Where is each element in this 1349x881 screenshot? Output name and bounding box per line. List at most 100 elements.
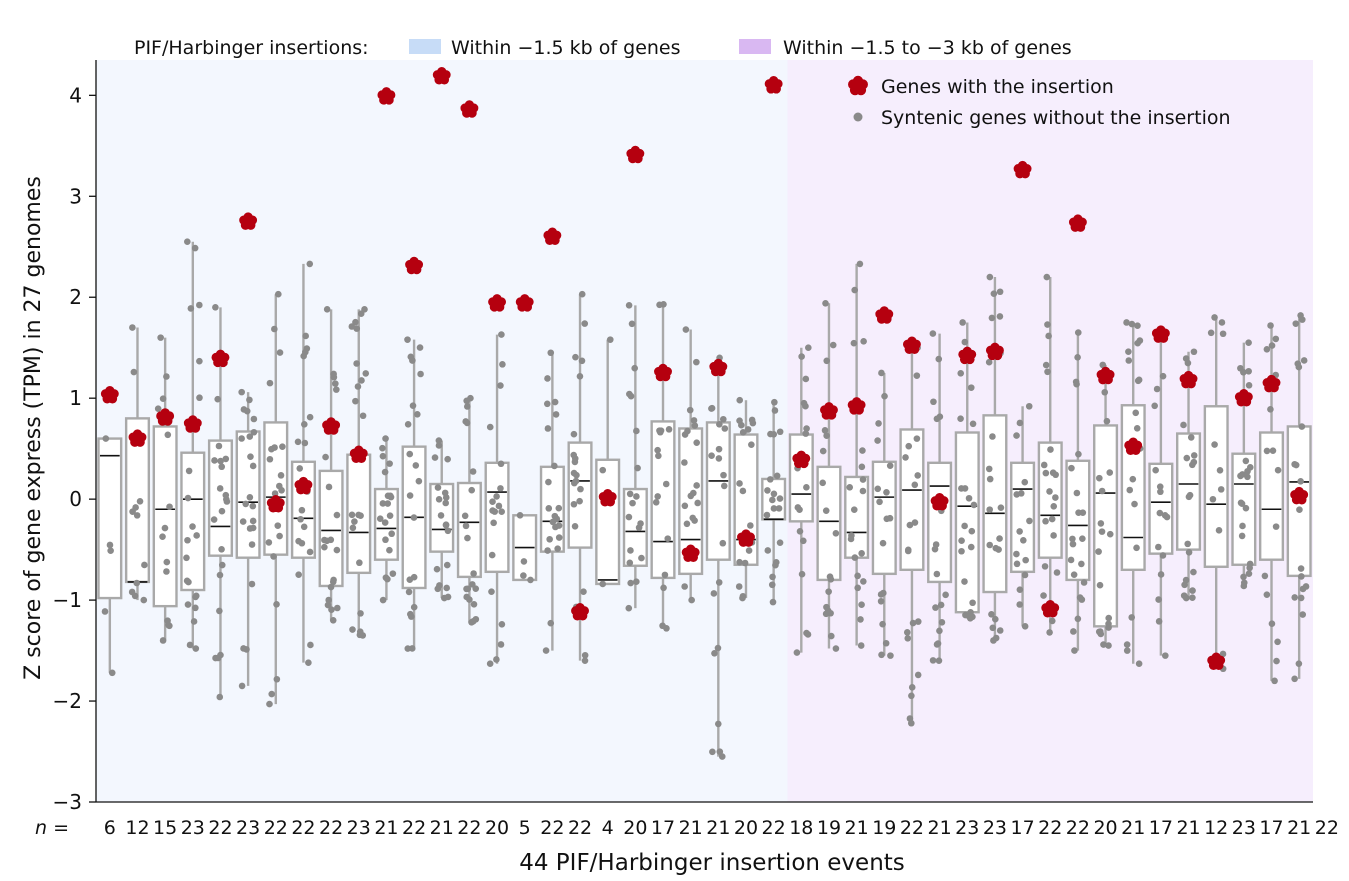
syntenic-gene-point <box>381 519 389 526</box>
syntenic-gene-point <box>1190 568 1197 576</box>
syntenic-gene-point <box>911 481 919 489</box>
syntenic-gene-point <box>163 373 170 380</box>
syntenic-gene-point <box>386 460 393 467</box>
syntenic-gene-point <box>554 545 561 552</box>
syntenic-gene-point <box>1244 473 1251 481</box>
syntenic-gene-point <box>570 451 577 459</box>
syntenic-gene-point <box>708 452 715 459</box>
syntenic-gene-point <box>859 487 867 495</box>
n-label: 23 <box>181 817 205 839</box>
syntenic-gene-point <box>140 596 148 604</box>
syntenic-gene-point <box>1100 641 1107 648</box>
syntenic-gene-point <box>1292 320 1300 327</box>
syntenic-gene-point <box>1046 629 1053 636</box>
iqr-box <box>954 431 980 614</box>
syntenic-gene-point <box>1155 618 1163 625</box>
syntenic-gene-point <box>1157 571 1165 578</box>
syntenic-gene-point <box>279 443 286 450</box>
syntenic-gene-point <box>470 600 478 608</box>
syntenic-gene-point <box>386 512 394 519</box>
syntenic-gene-point <box>499 361 506 368</box>
syntenic-gene-point <box>821 427 829 434</box>
insertion-gene-marker <box>1262 374 1281 393</box>
n-label: 20 <box>734 817 758 839</box>
y-tick-label: 3 <box>69 184 82 208</box>
insertion-gene-marker <box>515 294 534 312</box>
syntenic-gene-point <box>656 301 663 309</box>
syntenic-gene-point <box>362 370 370 377</box>
syntenic-gene-point <box>654 446 661 454</box>
syntenic-gene-point <box>435 437 443 444</box>
syntenic-gene-point <box>908 684 916 691</box>
syntenic-gene-point <box>989 433 996 440</box>
insertion-gene-marker <box>405 256 424 275</box>
syntenic-gene-point <box>802 430 810 437</box>
syntenic-gene-point <box>1042 469 1050 477</box>
syntenic-gene-point <box>218 463 226 471</box>
syntenic-gene-point <box>1096 474 1103 482</box>
syntenic-gene-point <box>270 553 277 560</box>
syntenic-gene-point <box>468 486 476 494</box>
syntenic-gene-point <box>1292 461 1300 469</box>
syntenic-gene-point <box>1123 647 1131 654</box>
insertion-gene-marker <box>294 476 313 495</box>
syntenic-gene-point <box>1263 591 1271 598</box>
event-box-39 <box>1148 334 1174 656</box>
insertion-gene-marker <box>266 495 285 513</box>
syntenic-gene-point <box>274 522 282 529</box>
syntenic-gene-point <box>1074 329 1082 336</box>
syntenic-gene-point <box>935 355 943 363</box>
syntenic-gene-point <box>298 539 306 547</box>
syntenic-gene-point <box>276 349 284 356</box>
syntenic-gene-point <box>914 618 922 625</box>
event-box-34 <box>1010 406 1036 627</box>
syntenic-gene-point <box>796 528 804 535</box>
syntenic-gene-point <box>1159 372 1167 380</box>
syntenic-gene-point <box>218 546 225 553</box>
syntenic-gene-point <box>773 472 781 480</box>
legend-label-syntenic: Syntenic genes without the insertion <box>881 107 1231 129</box>
n-label: 22 <box>762 817 786 839</box>
syntenic-gene-point <box>376 515 384 522</box>
syntenic-gene-point <box>191 244 199 252</box>
syntenic-gene-point <box>555 522 563 529</box>
syntenic-gene-point <box>775 505 783 512</box>
syntenic-gene-point <box>323 306 331 313</box>
n-label: 20 <box>623 817 647 839</box>
syntenic-gene-point <box>384 575 391 583</box>
syntenic-gene-point <box>691 517 698 524</box>
syntenic-gene-point <box>348 323 356 330</box>
event-box-16 <box>512 514 538 582</box>
syntenic-gene-point <box>185 467 193 475</box>
syntenic-gene-point <box>573 471 580 479</box>
syntenic-gene-point <box>876 498 883 506</box>
n-label: 21 <box>845 817 869 839</box>
syntenic-gene-point <box>826 573 834 581</box>
event-box-19 <box>595 339 621 586</box>
syntenic-gene-point <box>571 522 579 530</box>
syntenic-gene-point <box>1105 614 1113 622</box>
syntenic-gene-point <box>770 505 778 512</box>
syntenic-gene-point <box>661 571 669 579</box>
syntenic-gene-point <box>989 624 997 632</box>
syntenic-gene-point <box>129 324 136 331</box>
syntenic-gene-point <box>720 482 728 490</box>
n-label: 20 <box>1093 817 1117 839</box>
syntenic-gene-point <box>1016 419 1024 427</box>
syntenic-gene-point <box>1297 594 1305 602</box>
syntenic-gene-point <box>800 537 807 545</box>
syntenic-gene-point <box>545 505 553 512</box>
syntenic-gene-point <box>332 380 339 387</box>
syntenic-gene-point <box>969 599 976 607</box>
syntenic-gene-point <box>1069 540 1077 548</box>
syntenic-gene-point <box>958 485 965 492</box>
n-label: 21 <box>374 817 398 839</box>
syntenic-gene-point <box>159 637 167 644</box>
syntenic-gene-point <box>654 493 661 500</box>
syntenic-gene-point <box>665 426 673 433</box>
syntenic-gene-point <box>846 483 854 491</box>
region-legend-title: PIF/Harbinger insertions: <box>134 37 369 59</box>
syntenic-gene-point <box>498 620 506 628</box>
syntenic-gene-point <box>265 539 273 546</box>
event-box-36 <box>1065 332 1091 651</box>
